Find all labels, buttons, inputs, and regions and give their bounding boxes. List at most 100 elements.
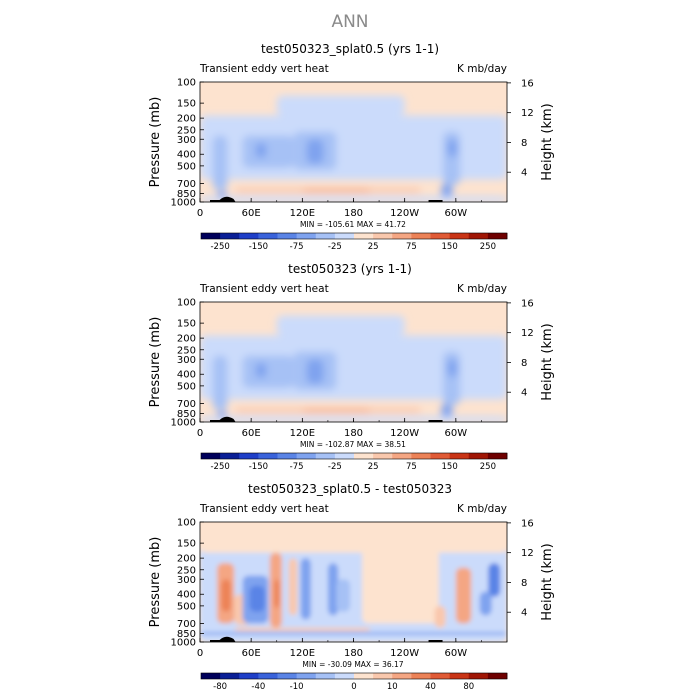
colorbar-label: -40 xyxy=(251,682,265,692)
colorbar-swatch xyxy=(468,453,489,459)
field-label: Transient eddy vert heat xyxy=(199,63,329,75)
colorbar-swatch xyxy=(296,233,317,239)
field-label: Transient eddy vert heat xyxy=(199,503,329,515)
colorbar-swatch xyxy=(430,233,451,239)
x-tick-label: 60W xyxy=(445,648,468,659)
colorbar-swatch xyxy=(430,673,451,679)
y-right-tick-label: 8 xyxy=(521,138,527,149)
colorbar-swatch xyxy=(296,673,317,679)
x-tick-label: 180 xyxy=(344,648,363,659)
y-tick-label: 400 xyxy=(177,590,196,601)
colorbar-label: 10 xyxy=(387,682,398,692)
x-tick-label: 180 xyxy=(344,428,363,439)
colorbar-swatch xyxy=(220,453,240,459)
colorbar-swatch xyxy=(430,453,451,459)
y-axis-title: Pressure (mb) xyxy=(148,97,163,188)
colorbar-swatch xyxy=(354,453,374,459)
contour-region xyxy=(336,579,351,612)
x-tick-label: 120W xyxy=(390,428,419,439)
x-tick-label: 120E xyxy=(290,648,315,659)
colorbar-swatch xyxy=(315,233,336,239)
y-tick-label: 700 xyxy=(177,179,196,190)
colorbar-label: -25 xyxy=(328,242,342,252)
contour-region xyxy=(242,355,294,388)
contour-region xyxy=(274,579,280,608)
contour-region xyxy=(221,579,231,612)
contour-region xyxy=(306,359,324,384)
contour-region xyxy=(242,135,294,168)
colorbar-label: -250 xyxy=(210,462,229,472)
contour-region xyxy=(306,139,324,164)
contour-region xyxy=(302,409,371,413)
y-right-tick-label: 12 xyxy=(521,328,534,339)
y-right-tick-label: 4 xyxy=(521,388,527,399)
colorbar-swatch xyxy=(487,453,508,459)
colorbar-label: 75 xyxy=(406,462,417,472)
y-tick-label: 700 xyxy=(177,619,196,630)
contour-region xyxy=(200,522,507,553)
contour-region xyxy=(447,359,458,377)
contour-region xyxy=(447,139,458,157)
colorbar-label: -150 xyxy=(249,242,268,252)
colorbar-swatch xyxy=(220,233,240,239)
colorbar-swatch xyxy=(201,453,221,459)
y-right-axis-title: Height (km) xyxy=(540,323,555,400)
colorbar-swatch xyxy=(277,453,298,459)
units-label: K mb/day xyxy=(457,283,507,295)
x-tick-label: 60E xyxy=(242,208,261,219)
colorbar: -250 -150 -75 -25 25 75 150 250 xyxy=(200,452,508,472)
panel-3: test050323_splat0.5 - test050323 Transien… xyxy=(148,482,555,692)
contour-region xyxy=(249,585,265,612)
y-tick-label: 500 xyxy=(177,381,196,392)
main-title: ANN xyxy=(331,12,369,32)
colorbar-frame xyxy=(200,452,508,460)
colorbar-swatch xyxy=(392,673,412,679)
y-tick-label: 250 xyxy=(177,565,196,576)
colorbar-frame xyxy=(200,232,508,240)
colorbar-swatch xyxy=(449,673,470,679)
contour-region xyxy=(300,558,311,620)
y-right-tick-label: 12 xyxy=(521,108,534,119)
contour-region xyxy=(455,567,472,624)
colorbar-swatch xyxy=(411,233,431,239)
y-tick-label: 500 xyxy=(177,161,196,172)
y-tick-label: 1000 xyxy=(171,638,196,649)
y-right-axis-title: Height (km) xyxy=(540,543,555,620)
y-axis-title: Pressure (mb) xyxy=(148,317,163,408)
y-right-tick-label: 16 xyxy=(521,298,534,309)
y-tick-label: 400 xyxy=(177,150,196,161)
y-tick-label: 500 xyxy=(177,601,196,612)
colorbar-swatch xyxy=(334,453,355,459)
colorbar-swatch xyxy=(354,233,374,239)
colorbar-label: -80 xyxy=(213,682,227,692)
colorbar-label: 75 xyxy=(406,242,417,252)
contour-region xyxy=(362,522,439,624)
y-tick-label: 300 xyxy=(177,575,196,586)
contour-region xyxy=(200,632,507,635)
colorbar-swatch xyxy=(239,233,259,239)
colorbar-swatch xyxy=(373,453,393,459)
panel-1: test050323_splat0.5 (yrs 1-1) Transient e… xyxy=(148,42,555,252)
contour-region xyxy=(212,355,228,411)
x-tick-label: 120E xyxy=(290,428,315,439)
colorbar-frame xyxy=(200,672,508,680)
x-tick-label: 120W xyxy=(390,648,419,659)
y-right-tick-label: 4 xyxy=(521,168,527,179)
colorbar-label: 40 xyxy=(425,682,436,692)
colorbar-swatch xyxy=(315,673,336,679)
colorbar-label: -10 xyxy=(290,682,304,692)
contour-region xyxy=(234,627,371,632)
colorbar-label: 250 xyxy=(480,242,496,252)
field-label: Transient eddy vert heat xyxy=(199,283,329,295)
contour-region xyxy=(212,135,228,191)
y-right-axis-title: Height (km) xyxy=(540,103,555,180)
colorbar-swatch xyxy=(201,673,221,679)
contour-region xyxy=(479,591,492,616)
colorbar-swatch xyxy=(449,453,470,459)
contour-region xyxy=(434,605,446,628)
colorbar-label: -75 xyxy=(290,462,304,472)
y-tick-label: 150 xyxy=(177,539,196,550)
topography xyxy=(210,196,236,202)
y-tick-label: 1000 xyxy=(171,198,196,209)
colorbar-swatch xyxy=(220,673,240,679)
